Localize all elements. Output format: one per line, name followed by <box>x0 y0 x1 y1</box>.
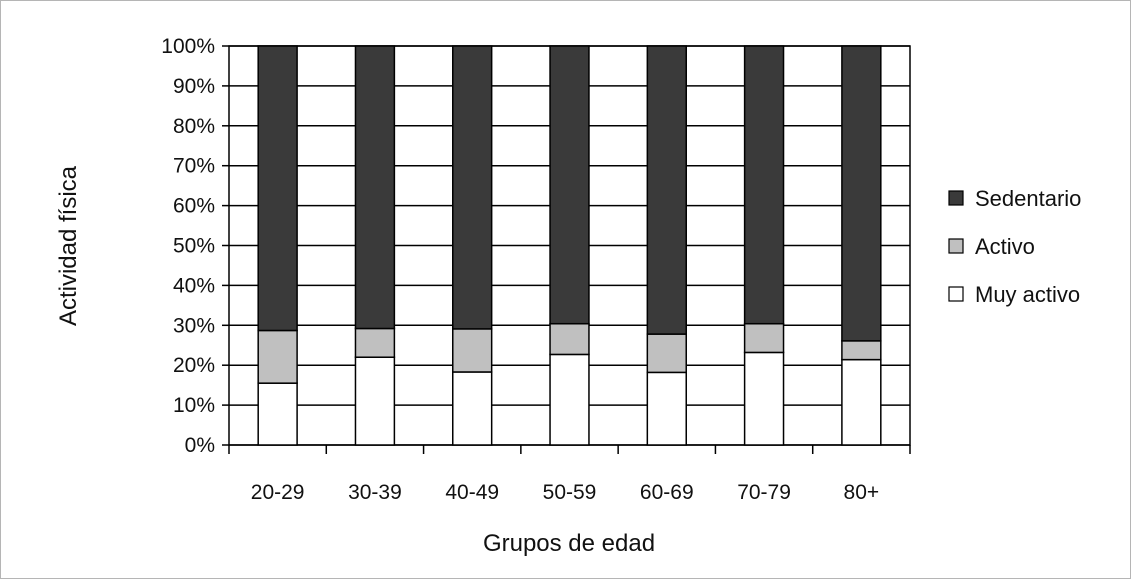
legend-label: Muy activo <box>975 282 1080 307</box>
x-tick-label: 20-29 <box>251 481 305 504</box>
x-tick-labels: 20-29 30-39 40-49 50-59 60-69 70-79 80+ <box>251 481 879 504</box>
bar-segment <box>354 356 396 446</box>
y-tick-label: 20% <box>173 354 215 377</box>
x-tick-label: 50-59 <box>543 481 597 504</box>
x-axis-title: Grupos de edad <box>483 530 655 557</box>
y-tick-label: 70% <box>173 155 215 178</box>
y-tick-label: 0% <box>185 434 215 457</box>
legend: Sedentario Activo Muy activo <box>948 186 1081 307</box>
bar-segment <box>354 327 396 358</box>
bar-segment <box>549 45 590 325</box>
bar-segment <box>549 322 590 356</box>
y-tick-label: 10% <box>173 394 215 417</box>
legend-swatch <box>948 238 964 254</box>
legend-swatch <box>948 286 964 302</box>
bar-segment <box>841 45 882 342</box>
y-tick-label: 60% <box>173 195 215 218</box>
y-axis-title: Actividad física <box>55 165 82 326</box>
bar-segment <box>452 328 493 373</box>
x-tick-label: 70-79 <box>737 481 791 504</box>
bar-segment <box>452 371 493 446</box>
y-tick-labels: 0% 10% 20% 30% 40% 50% 60% 70% 80% 90% 100% <box>161 35 215 457</box>
legend-label: Activo <box>975 234 1035 259</box>
bar-segment <box>743 45 785 325</box>
bar-segment <box>646 333 687 374</box>
bar-segment <box>452 45 493 330</box>
y-tick-label: 100% <box>161 35 215 58</box>
bar-segment <box>646 371 687 446</box>
bar-segment <box>257 329 298 384</box>
bar-segment <box>257 45 298 332</box>
bar-segment <box>354 45 396 330</box>
bar-segment <box>743 351 785 446</box>
x-tick-label: 30-39 <box>348 481 402 504</box>
x-tick-label: 80+ <box>844 481 880 504</box>
y-tick-label: 40% <box>173 274 215 297</box>
y-tick-label: 90% <box>173 75 215 98</box>
legend-swatch <box>948 190 964 206</box>
bar-segment <box>257 382 298 446</box>
bar-segment <box>841 358 882 446</box>
bar-segment <box>549 353 590 446</box>
x-tick-label: 60-69 <box>640 481 694 504</box>
x-tick-label: 40-49 <box>445 481 499 504</box>
legend-label: Sedentario <box>975 186 1081 211</box>
y-tick-label: 50% <box>173 235 215 258</box>
bar-segment <box>646 45 687 335</box>
y-tick-label: 80% <box>173 115 215 138</box>
bars <box>257 45 882 446</box>
bar-segment <box>743 322 785 354</box>
y-tick-label: 30% <box>173 314 215 337</box>
bar-segment <box>841 340 882 361</box>
axes <box>222 45 911 454</box>
